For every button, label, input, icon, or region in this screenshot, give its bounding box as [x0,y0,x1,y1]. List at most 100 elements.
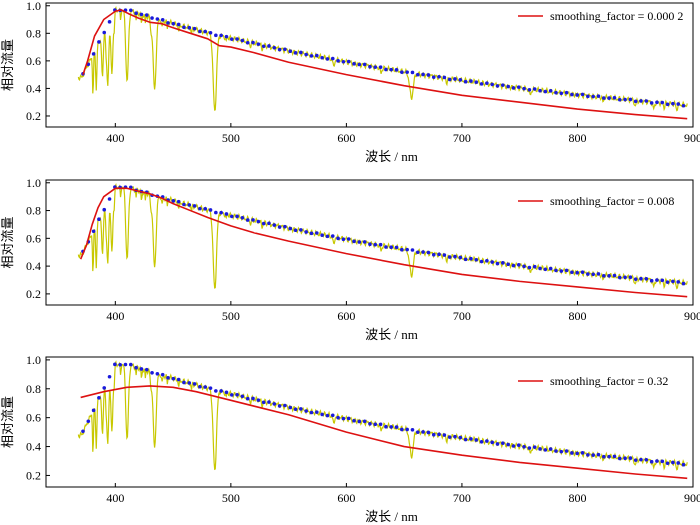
sample-point [330,234,335,238]
sample-point [671,101,675,106]
sample-point [240,216,245,220]
sample-point [373,422,378,427]
sample-point [277,404,282,408]
sample-point [586,272,590,276]
sample-point [139,12,144,17]
sample-point [309,231,314,236]
sample-point [415,430,420,434]
sample-point [320,233,324,237]
sample-point [591,94,595,99]
sample-point [633,99,638,104]
sample-point [628,456,633,460]
sample-point [389,67,394,72]
sample-point [357,240,362,244]
sample-point [639,276,643,281]
y-tick-label: 1.0 [26,0,41,13]
sample-point [240,394,245,399]
sample-point [267,221,271,226]
y-tick-label: 0.2 [26,287,41,301]
sample-point [267,44,271,48]
sample-point [602,454,606,459]
sample-point [91,229,96,234]
sample-point [171,199,176,203]
sample-point [102,386,107,390]
x-tick-label: 900 [684,131,700,145]
sample-point [229,393,234,397]
sample-point [160,18,165,22]
sample-point [341,416,346,421]
sample-point [410,428,415,432]
sample-point [644,99,649,103]
sample-point [564,268,569,273]
sample-point [458,435,463,440]
sample-point [469,437,473,441]
sample-point [612,95,617,100]
sample-point [431,252,436,257]
sample-point [596,272,601,276]
sample-point [256,398,261,402]
sample-point [129,362,133,367]
sample-point [171,21,176,26]
sample-point [458,78,463,82]
sample-point [617,97,622,102]
sample-point [607,96,611,100]
sample-point [543,448,548,452]
sample-point [495,84,500,88]
sample-point [458,255,463,260]
y-tick-label: 0.8 [26,204,41,218]
sample-point [166,21,170,25]
x-tick-label: 600 [337,131,355,145]
sample-point [474,80,479,84]
sample-point [224,34,229,39]
x-tick-label: 800 [568,131,586,145]
sample-point [107,197,112,201]
legend-label: smoothing_factor = 0.000 2 [550,9,683,23]
y-axis-label: 相对流量 [0,39,15,91]
sample-point [596,452,601,457]
sample-point [644,276,649,281]
sample-point [485,259,489,263]
sample-point [676,102,681,106]
sample-point [516,263,521,267]
sample-point [304,230,308,234]
fit-curve [79,187,688,298]
sample-point [586,94,590,99]
y-tick-label: 0.6 [26,54,41,68]
sample-point [532,87,537,91]
sample-point [591,453,595,457]
sample-point [352,418,356,423]
sample-point [554,90,558,95]
sample-point [495,261,500,266]
sample-point [368,64,372,69]
sample-point [516,443,521,447]
sample-point [681,462,686,467]
sample-point [373,65,378,69]
sample-point [559,449,564,454]
sample-point [129,8,133,13]
sample-point [580,92,585,97]
sample-point [150,370,154,375]
sample-point [299,407,303,411]
sample-point [532,445,537,449]
sample-point [431,432,436,437]
y-tick-label: 0.6 [26,231,41,245]
sample-point [617,456,622,461]
sample-point [548,266,553,271]
sample-point [479,259,484,264]
sample-point [336,59,340,63]
sample-point [543,267,548,272]
sample-point [256,219,261,224]
sample-point [272,402,277,406]
sample-point [623,275,627,280]
sample-point [463,79,468,84]
sample-point [293,51,298,55]
sample-point [346,416,351,421]
sample-point [299,50,303,55]
sample-point [442,433,447,437]
sample-point [155,17,160,21]
sample-point [288,226,293,231]
sample-point [304,52,308,57]
sample-points [81,8,686,108]
sample-point [176,22,181,27]
sample-point [437,432,441,437]
